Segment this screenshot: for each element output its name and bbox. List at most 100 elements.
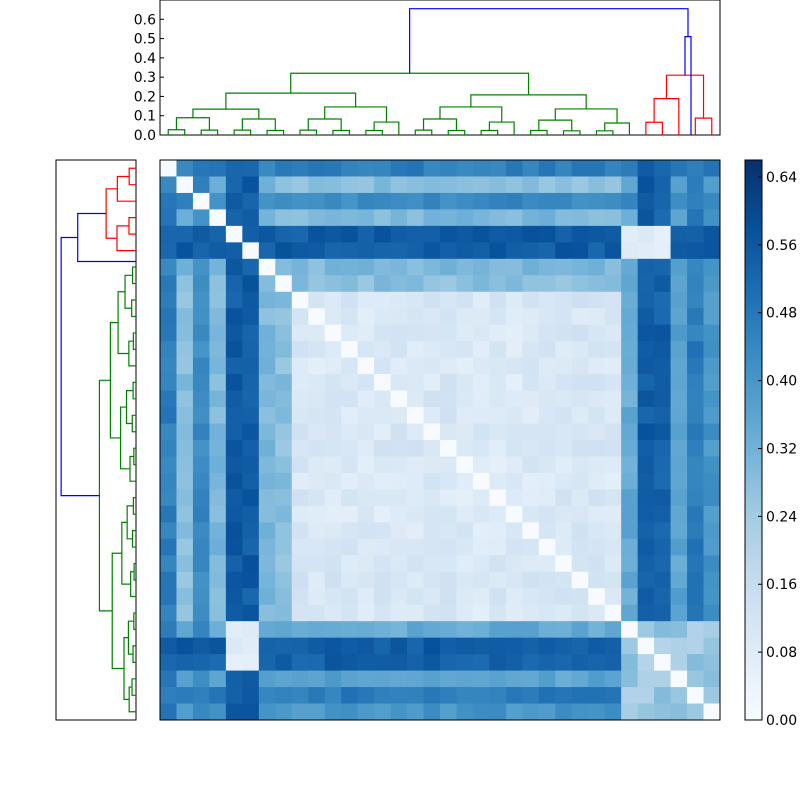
dendrogram-link (538, 119, 573, 131)
heatmap-cell (225, 604, 243, 622)
heatmap-cell (407, 324, 424, 342)
heatmap-cell (538, 324, 556, 342)
heatmap-cell (357, 637, 375, 655)
heatmap-cell (176, 703, 194, 721)
heatmap-cell (670, 654, 688, 671)
heatmap-cell (209, 522, 227, 540)
heatmap-cell (357, 423, 375, 441)
heatmap-cell (160, 357, 177, 375)
heatmap-cell (308, 192, 326, 210)
heatmap-cell (687, 489, 704, 507)
dendrogram-link (111, 552, 125, 670)
heatmap-cell (357, 225, 375, 243)
heatmap-cell (176, 242, 194, 260)
heatmap-cell (538, 423, 556, 441)
heatmap-cell (637, 637, 655, 655)
heatmap-cell (192, 522, 210, 540)
heatmap-cell (374, 670, 391, 688)
heatmap-cell (357, 308, 375, 326)
heatmap-cell (571, 456, 589, 474)
heatmap-cell (621, 555, 639, 573)
heatmap-cell (225, 357, 243, 375)
heatmap-cell (489, 472, 507, 490)
heatmap-cell (258, 654, 276, 671)
heatmap-cell (324, 390, 342, 408)
heatmap-cell (390, 308, 408, 326)
heatmap-cell (258, 242, 276, 260)
heatmap-cell (192, 440, 210, 457)
heatmap-cell (489, 621, 507, 639)
heatmap-cell (258, 670, 276, 688)
heatmap-cell (192, 687, 210, 704)
heatmap-cell (209, 604, 227, 622)
heatmap-cell (440, 489, 457, 507)
heatmap-cell (440, 456, 457, 474)
heatmap-cell (225, 522, 243, 540)
heatmap-cell (258, 291, 276, 309)
heatmap-cell (505, 275, 523, 293)
heatmap-cell (407, 440, 424, 457)
heatmap-cell (555, 192, 573, 210)
heatmap-cell (670, 192, 688, 210)
heatmap-cell (407, 225, 424, 243)
heatmap-cell (308, 225, 326, 243)
heatmap-cell (176, 275, 194, 293)
heatmap-cell (258, 687, 276, 704)
heatmap-cell (472, 637, 490, 655)
colorbar-tick-label: 0.40 (766, 374, 797, 390)
heatmap-cell (522, 160, 540, 177)
dendrogram-link (117, 291, 129, 355)
heatmap-cell (275, 505, 293, 523)
heatmap-cell (407, 357, 424, 375)
heatmap-cell (192, 654, 210, 671)
heatmap-cell (489, 522, 507, 540)
heatmap-cell (555, 604, 573, 622)
heatmap-cell (440, 209, 457, 227)
heatmap-cell (456, 341, 474, 359)
heatmap-cell (176, 654, 194, 671)
heatmap-cell (538, 242, 556, 260)
heatmap-cell (225, 571, 243, 589)
heatmap-cell (489, 341, 507, 359)
heatmap-cell (538, 621, 556, 639)
heatmap-cell (176, 176, 194, 194)
heatmap-cell (687, 456, 704, 474)
heatmap-cell (456, 357, 474, 375)
heatmap-cell (637, 505, 655, 523)
heatmap-cell (192, 357, 210, 375)
heatmap-cell (192, 374, 210, 391)
heatmap-cell (571, 390, 589, 408)
heatmap-cell (703, 390, 721, 408)
heatmap-cell (242, 160, 260, 177)
heatmap-cell (407, 242, 424, 260)
heatmap-cell (522, 571, 540, 589)
heatmap-cell (291, 456, 309, 474)
heatmap-cell (654, 505, 671, 523)
heatmap-cell (522, 687, 540, 704)
heatmap-cell (176, 670, 194, 688)
heatmap-cell (242, 324, 260, 342)
heatmap-cell (621, 703, 639, 721)
heatmap-cell (423, 637, 441, 655)
heatmap-cell (308, 308, 326, 326)
heatmap-cell (374, 176, 391, 194)
heatmap-cell (423, 225, 441, 243)
heatmap-cell (291, 324, 309, 342)
heatmap-cell (670, 390, 688, 408)
heatmap-cell (407, 522, 424, 540)
heatmap-cell (275, 258, 293, 276)
heatmap-cell (423, 258, 441, 276)
heatmap-cell (555, 209, 573, 227)
heatmap-cell (687, 637, 704, 655)
heatmap-cell (637, 374, 655, 391)
heatmap-cell (341, 703, 359, 721)
heatmap-cell (242, 670, 260, 688)
heatmap-cell (242, 588, 260, 606)
heatmap-cell (538, 670, 556, 688)
heatmap-cell (209, 160, 227, 177)
dendrogram-link (131, 266, 136, 285)
heatmap-cell (308, 621, 326, 639)
heatmap-cell (160, 472, 177, 490)
heatmap-cell (176, 407, 194, 424)
heatmap-cell (654, 209, 671, 227)
